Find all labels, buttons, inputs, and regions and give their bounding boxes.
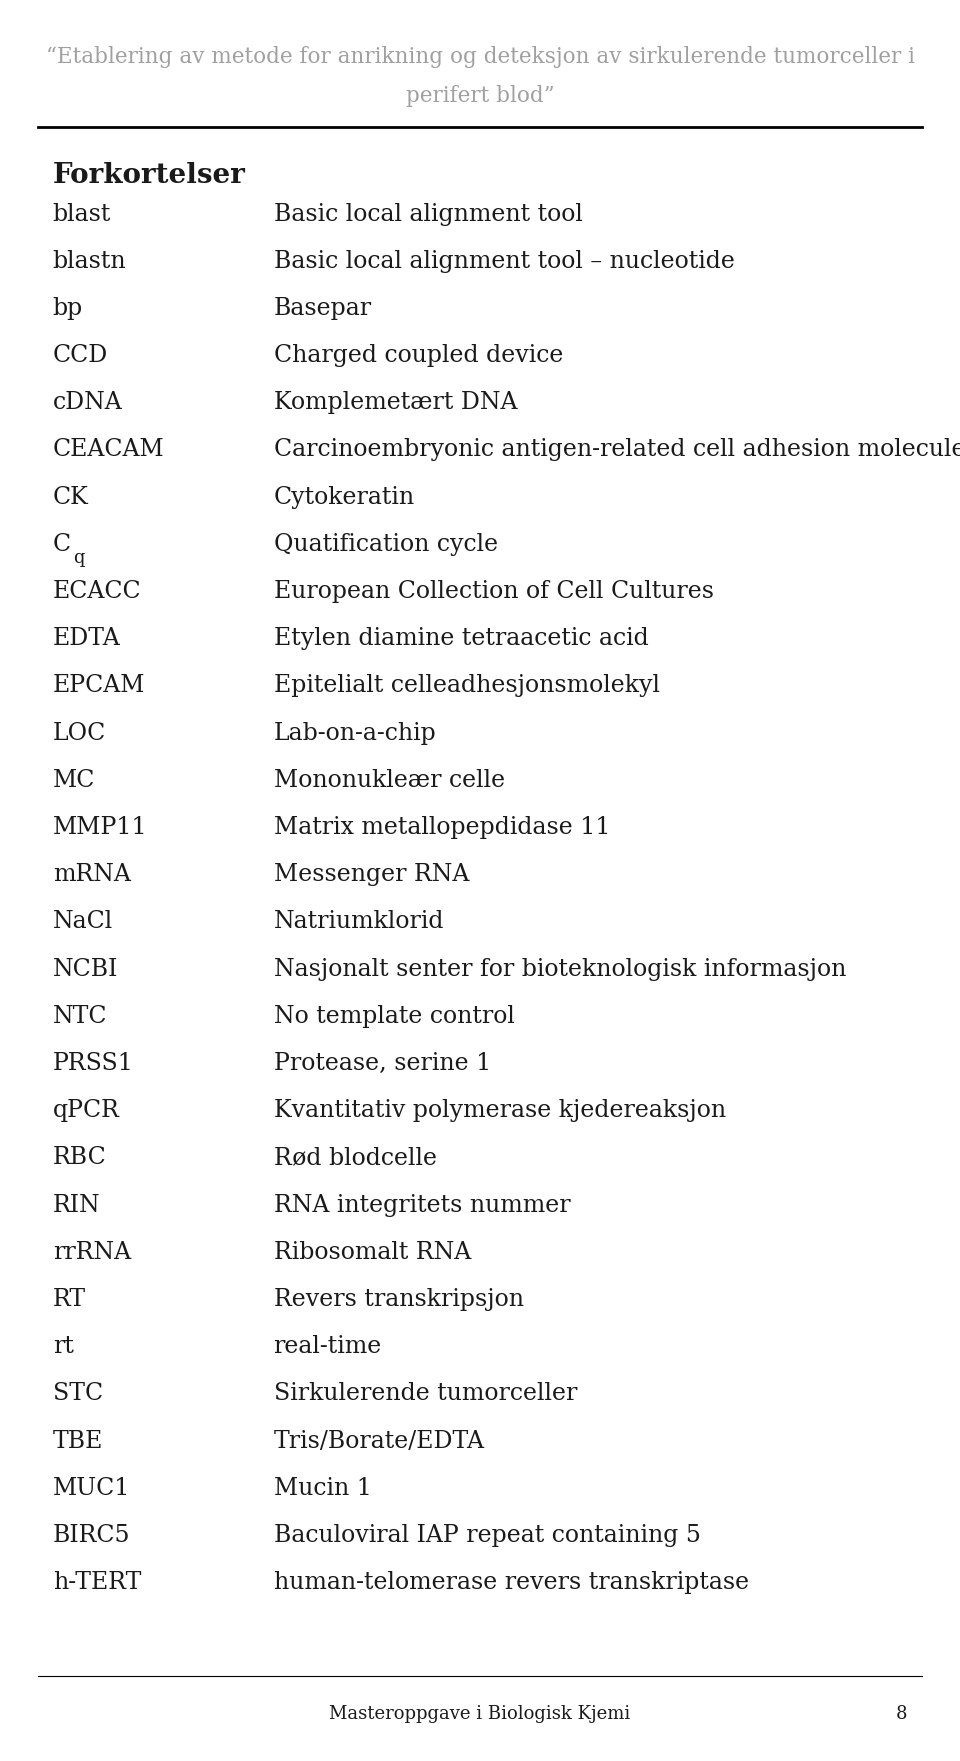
Text: NTC: NTC [53,1006,108,1028]
Text: NaCl: NaCl [53,910,113,933]
Text: STC: STC [53,1382,103,1405]
Text: CK: CK [53,486,88,509]
Text: 8: 8 [896,1705,907,1722]
Text: MUC1: MUC1 [53,1477,131,1500]
Text: LOC: LOC [53,722,106,745]
Text: blastn: blastn [53,250,127,273]
Text: RBC: RBC [53,1146,107,1169]
Text: Basic local alignment tool: Basic local alignment tool [274,203,583,225]
Text: Baculoviral IAP repeat containing 5: Baculoviral IAP repeat containing 5 [274,1523,701,1546]
Text: Tris/Borate/EDTA: Tris/Borate/EDTA [274,1430,485,1453]
Text: Lab-on-a-chip: Lab-on-a-chip [274,722,437,745]
Text: RIN: RIN [53,1194,101,1217]
Text: blast: blast [53,203,111,225]
Text: No template control: No template control [274,1006,515,1028]
Text: real-time: real-time [274,1335,382,1358]
Text: bp: bp [53,298,84,321]
Text: C: C [53,534,71,556]
Text: Rød blodcelle: Rød blodcelle [274,1146,437,1169]
Text: Sirkulerende tumorceller: Sirkulerende tumorceller [274,1382,577,1405]
Text: Masteroppgave i Biologisk Kjemi: Masteroppgave i Biologisk Kjemi [329,1705,631,1722]
Text: Messenger RNA: Messenger RNA [274,863,469,886]
Text: RT: RT [53,1287,86,1310]
Text: MMP11: MMP11 [53,815,148,838]
Text: ECACC: ECACC [53,579,141,602]
Text: Mucin 1: Mucin 1 [274,1477,372,1500]
Text: Epitelialt celleadhesjonsmolekyl: Epitelialt celleadhesjonsmolekyl [274,674,660,697]
Text: Basepar: Basepar [274,298,372,321]
Text: Etylen diamine tetraacetic acid: Etylen diamine tetraacetic acid [274,627,648,650]
Text: CCD: CCD [53,343,108,366]
Text: Mononukleær celle: Mononukleær celle [274,770,505,792]
Text: perifert blod”: perifert blod” [406,85,554,106]
Text: “Etablering av metode for anrikning og deteksjon av sirkulerende tumorceller i: “Etablering av metode for anrikning og d… [45,46,915,67]
Text: mRNA: mRNA [53,863,131,886]
Text: cDNA: cDNA [53,391,123,414]
Text: rrRNA: rrRNA [53,1242,131,1264]
Text: Nasjonalt senter for bioteknologisk informasjon: Nasjonalt senter for bioteknologisk info… [274,958,846,981]
Text: TBE: TBE [53,1430,103,1453]
Text: q: q [73,549,84,567]
Text: Protease, serine 1: Protease, serine 1 [274,1051,491,1074]
Text: Carcinoembryonic antigen-related cell adhesion molecule: Carcinoembryonic antigen-related cell ad… [274,438,960,461]
Text: Natriumklorid: Natriumklorid [274,910,444,933]
Text: Charged coupled device: Charged coupled device [274,343,563,366]
Text: Cytokeratin: Cytokeratin [274,486,415,509]
Text: Komplemetært DNA: Komplemetært DNA [274,391,517,414]
Text: human-telomerase revers transkriptase: human-telomerase revers transkriptase [274,1571,749,1594]
Text: Revers transkripsjon: Revers transkripsjon [274,1287,523,1310]
Text: rt: rt [53,1335,74,1358]
Text: EDTA: EDTA [53,627,121,650]
Text: qPCR: qPCR [53,1099,120,1122]
Text: Quatification cycle: Quatification cycle [274,534,497,556]
Text: Ribosomalt RNA: Ribosomalt RNA [274,1242,470,1264]
Text: h-TERT: h-TERT [53,1571,141,1594]
Text: NCBI: NCBI [53,958,118,981]
Text: Basic local alignment tool – nucleotide: Basic local alignment tool – nucleotide [274,250,734,273]
Text: Forkortelser: Forkortelser [53,162,246,188]
Text: EPCAM: EPCAM [53,674,145,697]
Text: PRSS1: PRSS1 [53,1051,133,1074]
Text: European Collection of Cell Cultures: European Collection of Cell Cultures [274,579,713,602]
Text: MC: MC [53,770,95,792]
Text: CEACAM: CEACAM [53,438,164,461]
Text: BIRC5: BIRC5 [53,1523,131,1546]
Text: Matrix metallopepdidase 11: Matrix metallopepdidase 11 [274,815,611,838]
Text: Kvantitativ polymerase kjedereaksjon: Kvantitativ polymerase kjedereaksjon [274,1099,726,1122]
Text: RNA integritets nummer: RNA integritets nummer [274,1194,570,1217]
